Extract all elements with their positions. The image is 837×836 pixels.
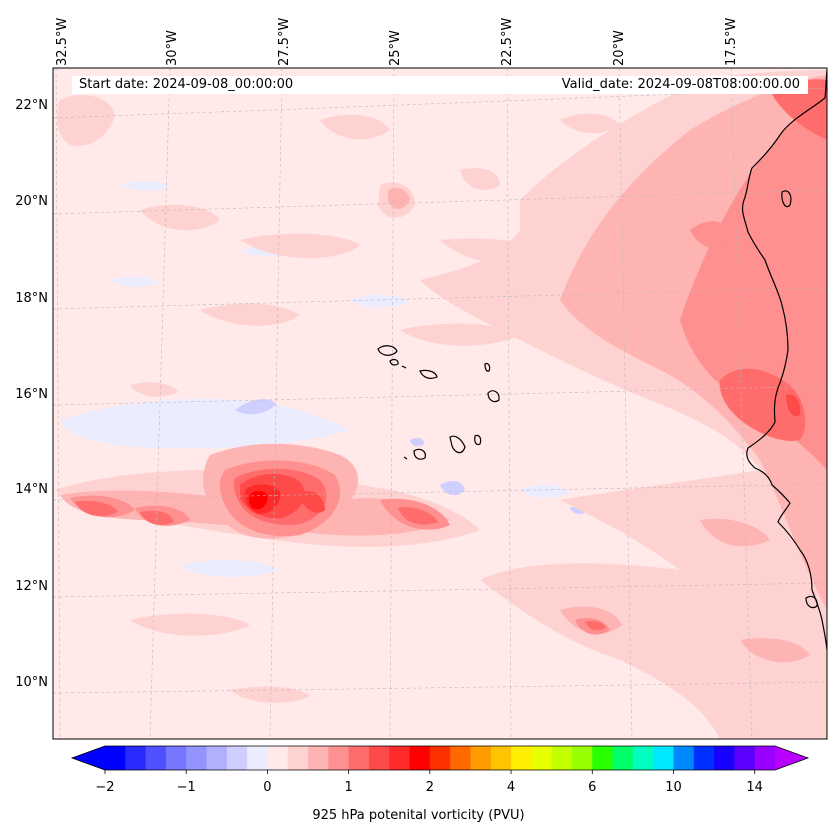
colorbar-cell <box>389 746 411 770</box>
date-banner: Start date: 2024-09-08_00:00:00 Valid_da… <box>72 76 808 94</box>
colorbar-cell <box>287 746 309 770</box>
colorbar-cell <box>511 746 532 770</box>
colorbar-cells <box>105 746 776 770</box>
lat-label: 10°N <box>15 675 48 690</box>
colorbar-cell <box>470 746 492 770</box>
colorbar-cell <box>348 746 370 770</box>
colorbar-cell <box>145 746 167 770</box>
colorbar-cell <box>531 746 553 770</box>
colorbar-tick-label: 1 <box>344 780 353 795</box>
colorbar-cell <box>592 746 614 770</box>
colorbar-tick-label: 0 <box>263 780 272 795</box>
colorbar-cell <box>612 746 634 770</box>
colorbar-over-arrow <box>775 746 808 770</box>
colorbar-cell <box>328 746 350 770</box>
colorbar-cell <box>450 746 471 770</box>
colorbar-cell <box>490 746 512 770</box>
cape-verde-islands <box>377 345 500 460</box>
colorbar-cell <box>308 746 329 770</box>
colorbar-cell <box>186 746 208 770</box>
colorbar-tick-label: 14 <box>746 780 763 795</box>
colorbar-cell <box>125 746 147 770</box>
colorbar-cell <box>165 746 187 770</box>
colorbar-tick-label: −2 <box>95 780 115 795</box>
vortex-core <box>240 394 801 519</box>
colorbar-cell <box>409 746 431 770</box>
colorbar-cell <box>105 746 126 770</box>
colorbar-cell <box>734 746 756 770</box>
colorbar-cell <box>653 746 674 770</box>
colorbar-cell <box>551 746 573 770</box>
valid-date: Valid_date: 2024-09-08T08:00:00.00 <box>561 77 800 92</box>
lat-label: 14°N <box>15 482 48 497</box>
colorbar-cell <box>368 746 390 770</box>
map-frame <box>52 67 828 740</box>
colorbar-cell <box>429 746 451 770</box>
colorbar-title: 925 hPa potenital vorticity (PVU) <box>312 808 525 823</box>
colorbar-cell <box>673 746 695 770</box>
colorbar-cell <box>226 746 248 770</box>
lat-label: 12°N <box>15 579 48 594</box>
lat-label: 18°N <box>15 291 48 306</box>
start-date: Start date: 2024-09-08_00:00:00 <box>79 77 294 92</box>
pv-field <box>53 68 827 739</box>
colorbar-cell <box>714 746 735 770</box>
colorbar-tick-label: 6 <box>588 780 597 795</box>
colorbar-cell <box>632 746 654 770</box>
colorbar-cell <box>267 746 289 770</box>
colorbar-ticks <box>104 770 756 774</box>
colorbar-under-arrow <box>72 746 105 770</box>
graticule <box>53 68 827 739</box>
colorbar-tick-label: 10 <box>665 780 682 795</box>
lat-label: 16°N <box>15 387 48 402</box>
colorbar-tick-label: 2 <box>425 780 434 795</box>
colorbar-tick-label: 4 <box>506 780 516 795</box>
colorbar-cell <box>754 746 776 770</box>
colorbar-cell <box>693 746 715 770</box>
colorbar-cell <box>206 746 228 770</box>
african-coastline <box>741 69 827 651</box>
colorbar-tick-label: −1 <box>176 780 196 795</box>
lat-label: 20°N <box>15 194 48 209</box>
colorbar-cell <box>247 746 268 770</box>
lat-label: 22°N <box>15 98 48 113</box>
colorbar-cell <box>571 746 593 770</box>
